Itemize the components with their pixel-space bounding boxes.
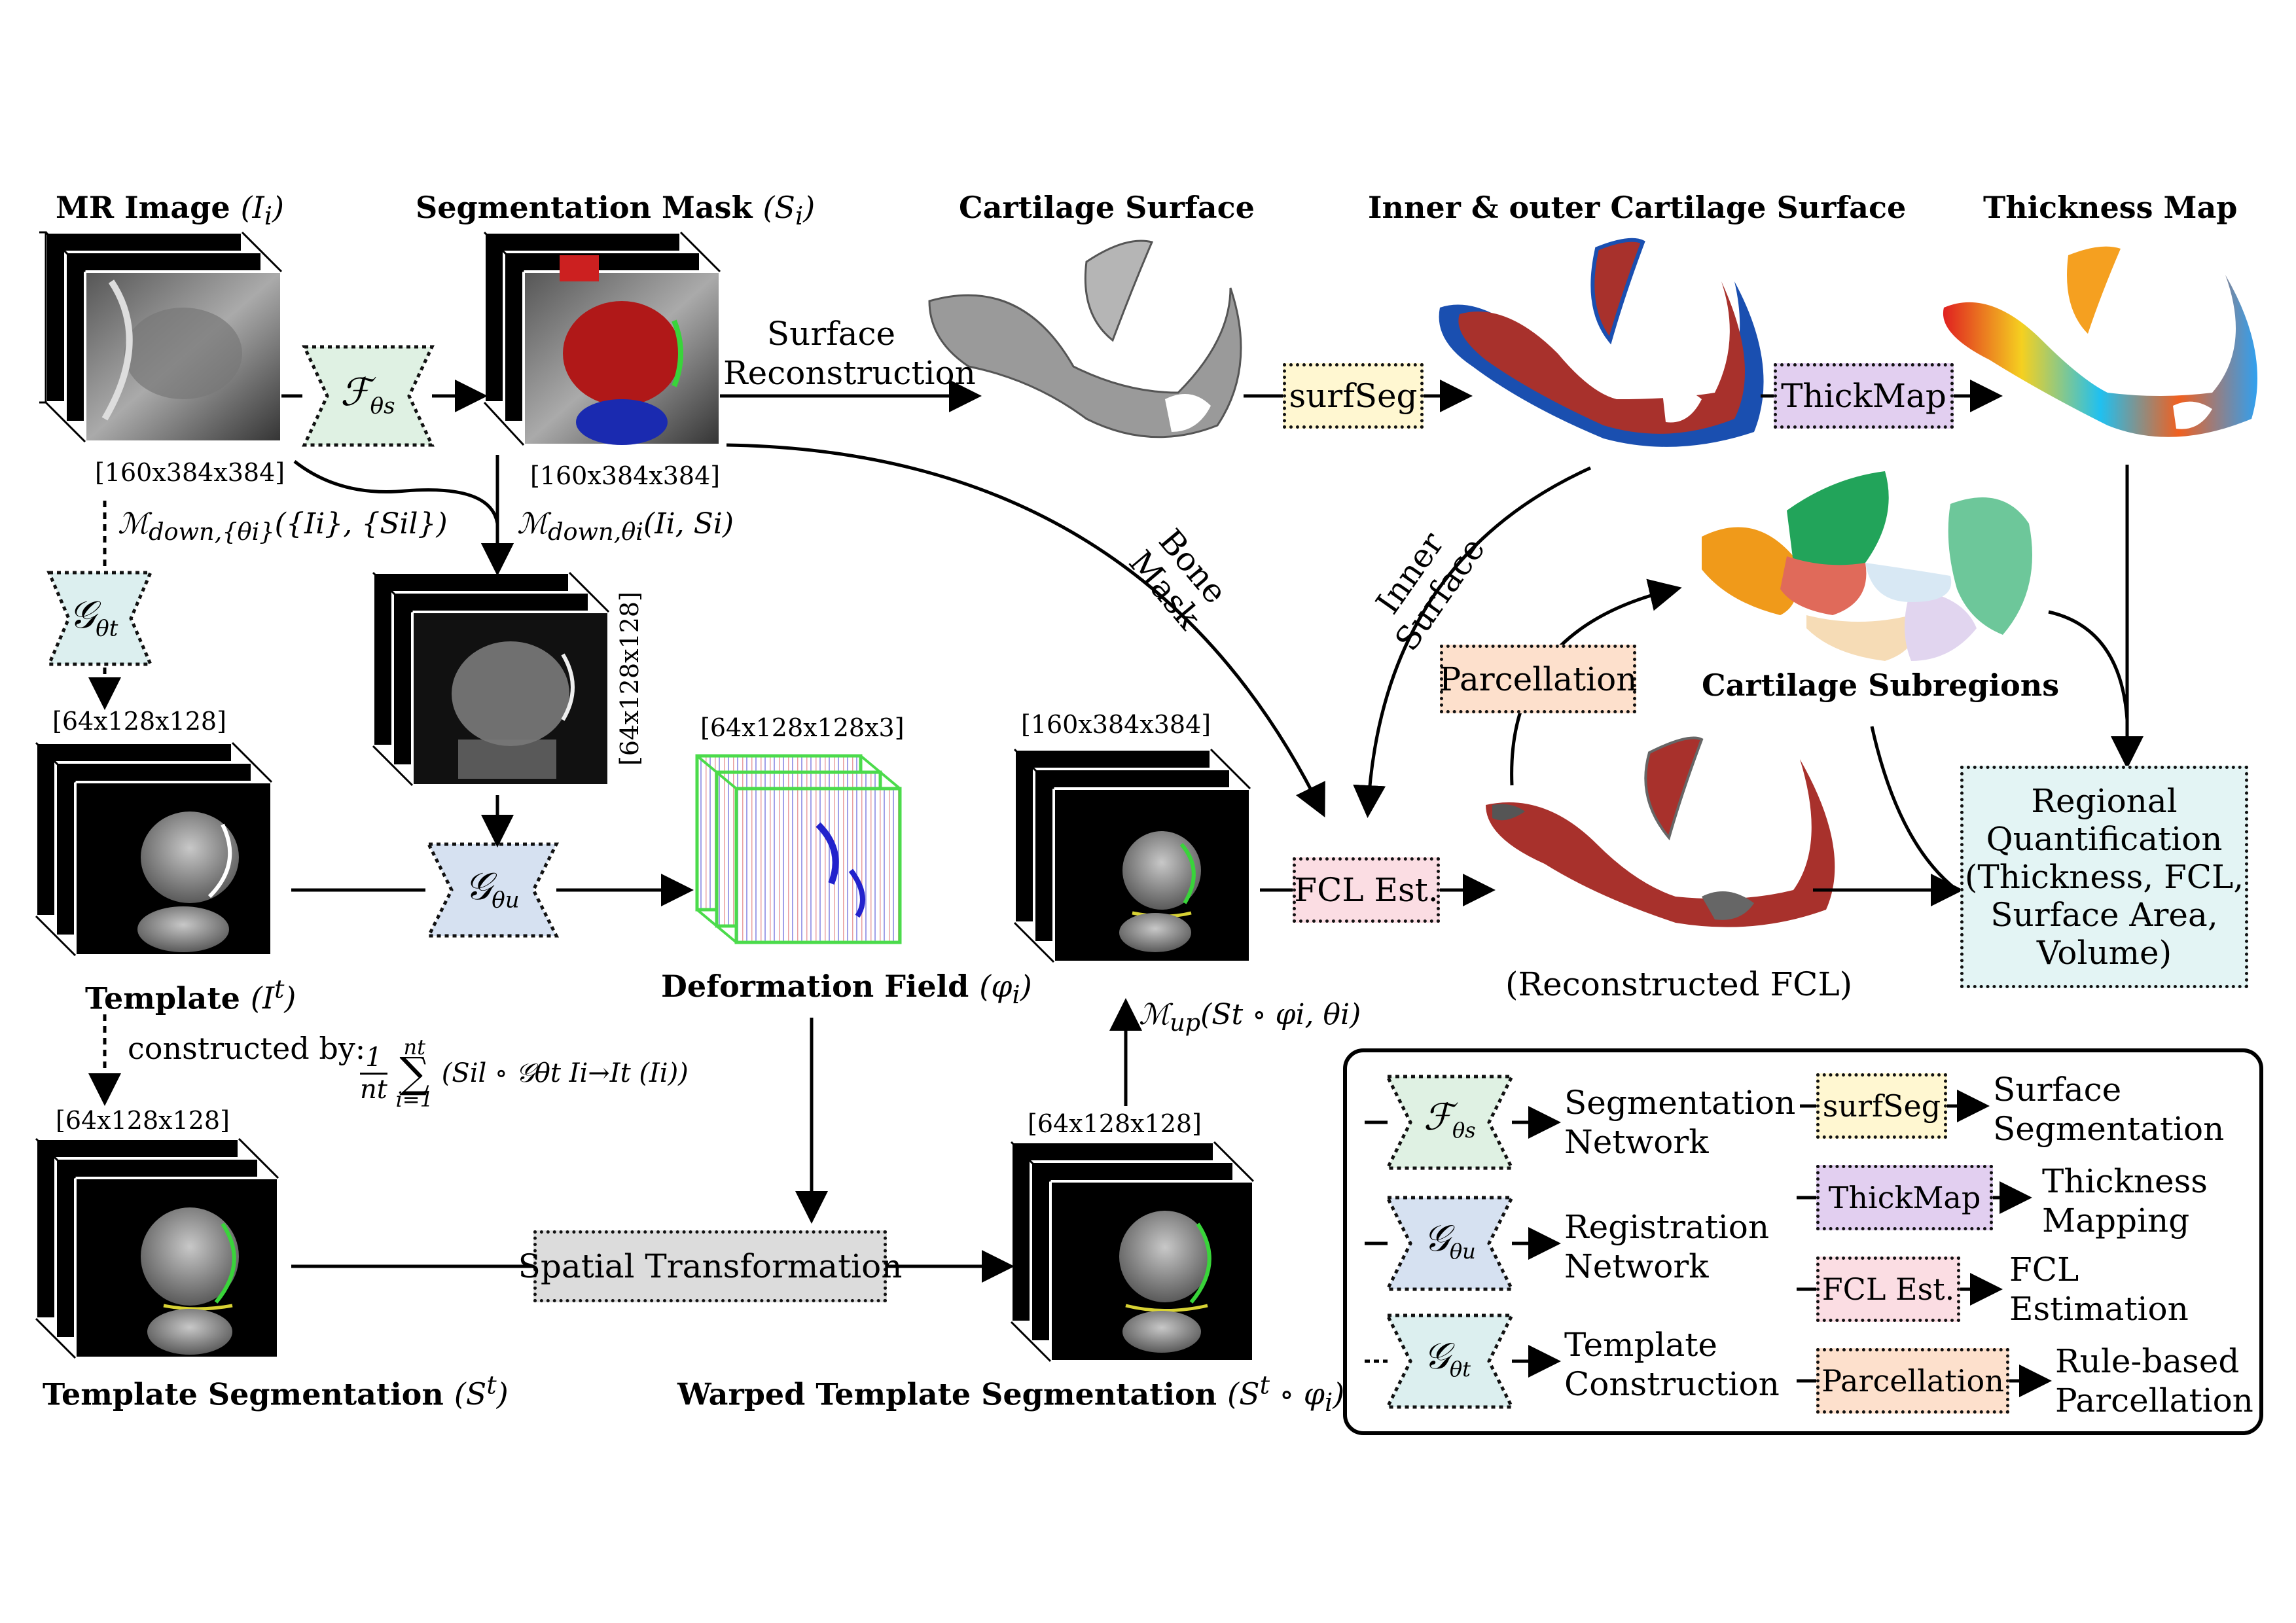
arrows: [88, 380, 2144, 1283]
legend-parc-desc: Rule-based Parcellation: [2055, 1342, 2253, 1419]
down-dim: [64x128x128]: [615, 592, 644, 766]
cartilage-subregions-render: [1702, 471, 2032, 661]
legend-f-symbol: ℱθs: [1424, 1096, 1476, 1143]
legend-tmpl-con: Template Construction: [1564, 1326, 1780, 1403]
m-up-eq: ℳup(St ∘ φi, θi): [1139, 998, 1361, 1037]
template-seg-dim: [64x128x128]: [56, 1106, 230, 1135]
regional-quant-box: Regional Quantification (Thickness, FCL,…: [1960, 766, 2248, 988]
legend-thickmap-desc: Thickness Mapping: [2042, 1162, 2208, 1240]
segmentation-mask-stack: [483, 231, 721, 446]
template-segmentation-stack: [35, 1137, 279, 1359]
deformation-field-render: [695, 754, 902, 944]
warped-dim: [64x128x128]: [1028, 1109, 1202, 1138]
legend-surfseg-desc: Surface Segmentation: [1993, 1071, 2225, 1148]
reconstructed-fcl-render: [1486, 736, 1835, 927]
template-dim: [64x128x128]: [52, 707, 226, 736]
registration-network-shape: [425, 842, 560, 938]
fcl-est-box: FCL Est.: [1293, 857, 1440, 923]
cartilage-subregions-title: Cartilage Subregions: [1702, 668, 2060, 703]
cartilage-surface-title: Cartilage Surface: [959, 190, 1255, 225]
thickness-map-render: [1943, 246, 2257, 437]
template-image-stack: [35, 741, 273, 957]
reconstructed-fcl-label: (Reconstructed FCL): [1505, 965, 1853, 1003]
legend-g-t-symbol: 𝒢θt: [1424, 1335, 1471, 1382]
legend-seg-net: Segmentation Network: [1564, 1084, 1796, 1161]
f-network-label: ℱθs: [340, 370, 395, 419]
mr-dim: [160x384x384]: [95, 458, 285, 487]
legend-f-shape: [1384, 1075, 1515, 1170]
template-network-shape: [46, 571, 153, 666]
warped-seg-title: Warped Template Segmentation (St ∘ φi): [677, 1371, 1345, 1418]
legend-fcl-box: FCL Est.: [1816, 1257, 1960, 1322]
legend-arrows: [1365, 1090, 2052, 1397]
m-down-i-eq: ℳdown,θi(Ii, Si): [517, 507, 734, 546]
mr-image-title: MR Image (Ii): [56, 190, 284, 232]
legend-reg-net: Registration Network: [1564, 1208, 1770, 1285]
seg-dim: [160x384x384]: [530, 461, 721, 490]
legend-parcellation-box: Parcellation: [1816, 1348, 2009, 1414]
cartilage-surface-render: [928, 240, 1242, 438]
deform-dim: [64x128x128x3]: [700, 713, 905, 742]
upsampled-warped-stack: [1013, 748, 1251, 963]
legend-g-u-symbol: 𝒢θu: [1424, 1217, 1476, 1264]
surface-recon-label: Surface Reconstruction: [723, 315, 976, 392]
legend-g-t-shape: [1384, 1313, 1515, 1409]
warped-template-seg-stack: [1010, 1141, 1255, 1363]
g-t-network-label: 𝒢θt: [69, 592, 118, 642]
legend-surfseg-box: surfSeg: [1816, 1073, 1947, 1139]
surfseg-box: surfSeg: [1283, 363, 1424, 429]
thickmap-box: ThickMap: [1774, 363, 1954, 429]
inner-outer-title: Inner & outer Cartilage Surface: [1368, 190, 1907, 225]
template-seg-title: Template Segmentation (St): [43, 1371, 509, 1412]
deformation-field-title: Deformation Field (φi): [661, 969, 1032, 1010]
g-u-network-label: 𝒢θu: [465, 864, 520, 914]
spatial-transform-box: Spatial Transformation: [518, 1230, 902, 1302]
template-title: Template (It): [85, 975, 296, 1016]
legend-frame: [1343, 1048, 2263, 1435]
m-down-set-eq: ℳdown,{θi}({Ii}, {Sil}): [118, 507, 448, 546]
seg-mask-title: Segmentation Mask (Si): [416, 190, 816, 232]
parcellation-box: Parcellation: [1439, 645, 1637, 713]
legend-fcl-desc: FCL Estimation: [2009, 1251, 2189, 1328]
segmentation-network-shape: [302, 345, 435, 447]
constructed-by-label: constructed by:: [128, 1031, 366, 1066]
upsampled-dim: [160x384x384]: [1021, 710, 1211, 739]
inner-outer-surface-render: [1439, 238, 1764, 447]
legend-g-u-shape: [1384, 1196, 1515, 1291]
mr-image-stack: [39, 231, 283, 443]
template-construction-eq: 1 nt nt ∑ i=1 (Sil ∘ 𝒢θt Ii→It (Ii)): [360, 1035, 689, 1112]
downsampled-image-stack: [372, 571, 610, 787]
thickness-map-title: Thickness Map: [1983, 190, 2238, 225]
legend-thickmap-box: ThickMap: [1816, 1165, 1993, 1230]
